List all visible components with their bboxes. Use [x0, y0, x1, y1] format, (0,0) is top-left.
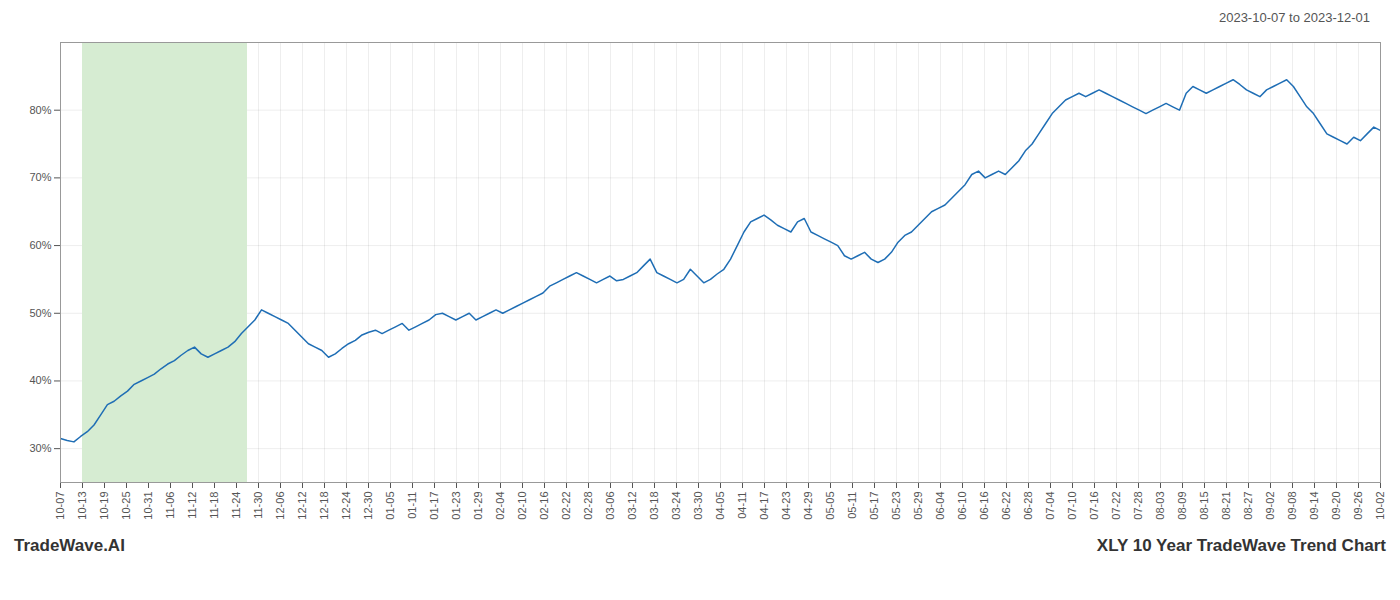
svg-text:02-22: 02-22: [560, 492, 572, 520]
svg-text:04-29: 04-29: [802, 492, 814, 520]
svg-text:11-30: 11-30: [252, 492, 264, 519]
svg-text:12-12: 12-12: [296, 492, 308, 520]
svg-text:12-06: 12-06: [274, 492, 286, 520]
svg-text:09-20: 09-20: [1330, 492, 1342, 520]
svg-text:03-06: 03-06: [604, 492, 616, 520]
svg-text:01-23: 01-23: [450, 492, 462, 520]
svg-text:10-31: 10-31: [142, 492, 154, 520]
svg-text:12-30: 12-30: [362, 492, 374, 520]
svg-text:09-26: 09-26: [1352, 492, 1364, 520]
svg-text:08-09: 08-09: [1176, 492, 1188, 520]
svg-text:80%: 80%: [29, 104, 51, 116]
svg-text:07-16: 07-16: [1088, 492, 1100, 520]
svg-text:05-11: 05-11: [846, 492, 858, 519]
svg-text:01-17: 01-17: [428, 492, 440, 520]
svg-text:09-14: 09-14: [1308, 492, 1320, 520]
svg-text:12-18: 12-18: [318, 492, 330, 520]
svg-text:06-22: 06-22: [1000, 492, 1012, 520]
svg-text:01-11: 01-11: [406, 492, 418, 519]
svg-text:05-23: 05-23: [890, 492, 902, 520]
svg-text:02-28: 02-28: [582, 492, 594, 520]
svg-text:03-24: 03-24: [670, 492, 682, 520]
svg-text:03-12: 03-12: [626, 492, 638, 520]
svg-text:08-15: 08-15: [1198, 492, 1210, 520]
svg-text:10-25: 10-25: [120, 492, 132, 520]
svg-text:09-02: 09-02: [1264, 492, 1276, 520]
svg-text:07-22: 07-22: [1110, 492, 1122, 520]
svg-text:50%: 50%: [29, 307, 51, 319]
svg-text:05-29: 05-29: [912, 492, 924, 520]
svg-text:02-16: 02-16: [538, 492, 550, 520]
svg-text:04-17: 04-17: [758, 492, 770, 520]
svg-text:30%: 30%: [29, 442, 51, 454]
svg-text:70%: 70%: [29, 171, 51, 183]
svg-text:02-04: 02-04: [494, 492, 506, 520]
svg-text:07-10: 07-10: [1066, 492, 1078, 520]
svg-text:04-05: 04-05: [714, 492, 726, 520]
svg-text:12-24: 12-24: [340, 492, 352, 520]
svg-text:01-29: 01-29: [472, 492, 484, 520]
svg-text:03-18: 03-18: [648, 492, 660, 520]
svg-text:04-23: 04-23: [780, 492, 792, 520]
svg-text:03-30: 03-30: [692, 492, 704, 520]
svg-text:10-19: 10-19: [98, 492, 110, 520]
svg-text:10-13: 10-13: [76, 492, 88, 520]
svg-text:60%: 60%: [29, 239, 51, 251]
svg-text:05-17: 05-17: [868, 492, 880, 520]
svg-text:08-21: 08-21: [1220, 492, 1232, 520]
svg-text:06-16: 06-16: [978, 492, 990, 520]
svg-text:08-27: 08-27: [1242, 492, 1254, 520]
svg-text:06-04: 06-04: [934, 492, 946, 520]
svg-text:06-10: 06-10: [956, 492, 968, 520]
svg-text:07-28: 07-28: [1132, 492, 1144, 520]
svg-text:11-24: 11-24: [230, 492, 242, 519]
html-text:2023-10-07 to 2023-12-01: 2023-10-07 to 2023-12-01: [1218, 10, 1370, 25]
svg-text:06-28: 06-28: [1022, 492, 1034, 520]
svg-text:11-18: 11-18: [208, 492, 220, 519]
svg-text:08-03: 08-03: [1154, 492, 1166, 520]
svg-text:02-10: 02-10: [516, 492, 528, 520]
svg-text:05-05: 05-05: [824, 492, 836, 520]
html-text:XLY 10 Year TradeWave Trend Ch: XLY 10 Year TradeWave Trend Chart: [1096, 536, 1386, 555]
svg-text:10-02: 10-02: [1374, 492, 1386, 520]
svg-text:11-12: 11-12: [186, 492, 198, 519]
svg-text:01-05: 01-05: [384, 492, 396, 520]
svg-text:11-06: 11-06: [164, 492, 176, 519]
svg-text:07-04: 07-04: [1044, 492, 1056, 520]
svg-text:40%: 40%: [29, 374, 51, 386]
html-text:TradeWave.AI: TradeWave.AI: [14, 536, 125, 555]
svg-text:10-07: 10-07: [54, 492, 66, 520]
svg-text:04-11: 04-11: [736, 492, 748, 519]
svg-text:09-08: 09-08: [1286, 492, 1298, 520]
